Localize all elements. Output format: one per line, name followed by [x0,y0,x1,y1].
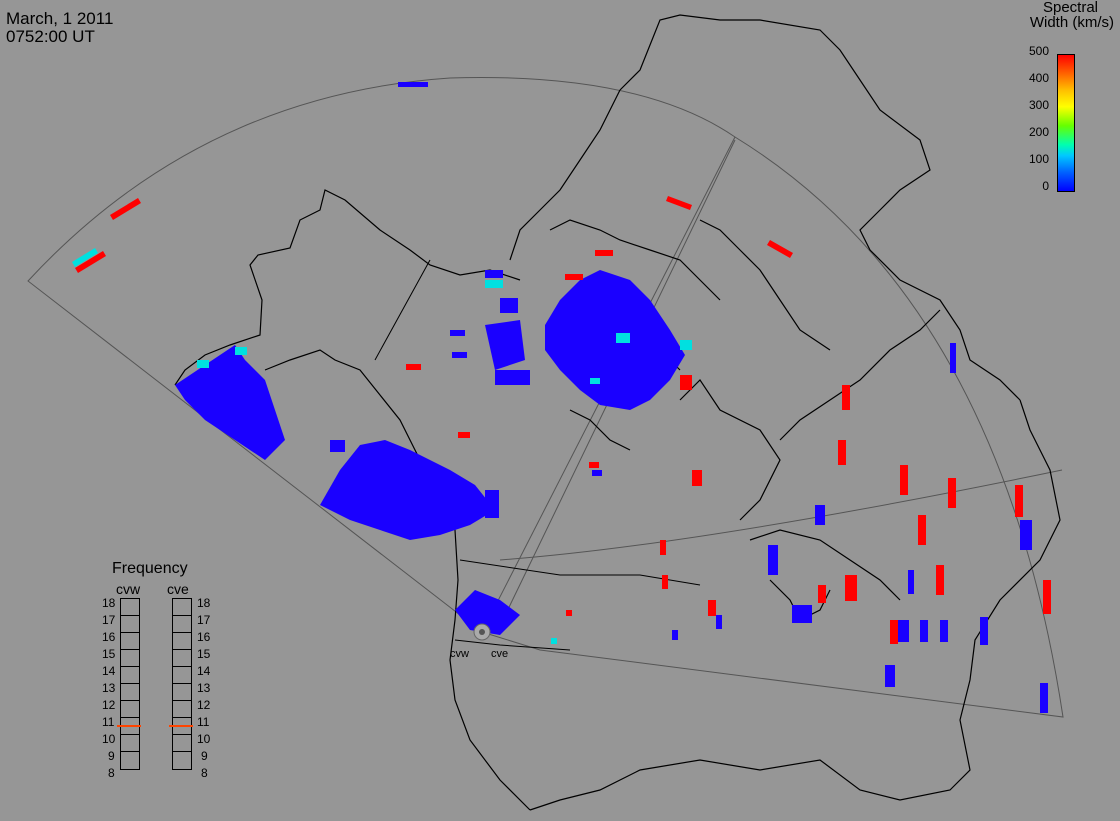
frequency-scale-label: 9 [108,749,115,763]
frequency-scale-label: 12 [102,698,116,712]
site-label-cve: cve [491,648,509,660]
frequency-scale-label: 11 [102,715,115,729]
frequency-scale-label: 10 [102,732,116,746]
frequency-scale-label: 16 [102,630,116,644]
frequency-scale-label: 8 [201,766,208,780]
frequency-scale-label: 14 [197,664,211,678]
colorbar-tick: 400 [1028,71,1049,85]
frequency-radar-label: cve [167,581,189,597]
colorbar-title-line2: Width (km/s) [1029,14,1114,31]
frequency-scale-label: 15 [197,647,211,661]
frequency-scale-label: 16 [197,630,211,644]
colorbar [1057,54,1075,192]
radar-sites [473,623,491,641]
frequency-radar-label: cvw [116,581,141,597]
frequency-column-cve [172,598,192,770]
frequency-marker-cvw [117,724,141,727]
frequency-scale-label: 12 [197,698,211,712]
colorbar-title-line1: Spectral [1042,0,1098,16]
frequency-scale-label: 13 [197,681,211,695]
frequency-scale-label: 8 [108,766,115,780]
colorbar-tick: 500 [1028,44,1049,58]
site-label-cvw: cvw [450,648,469,660]
colorbar-tick: 300 [1028,98,1049,112]
frequency-marker-cve [169,724,193,727]
scatter-mid-width [72,248,692,644]
frequency-scale-label: 18 [102,596,116,610]
frequency-column-cvw [120,598,140,770]
frequency-scale-label: 13 [102,681,116,695]
colorbar-tick: 100 [1028,152,1049,166]
time-label: 0752:00 UT [6,27,95,46]
borders [374,259,701,651]
frequency-scale-label: 10 [197,732,211,746]
coastlines [174,14,1061,811]
frequency-scale-label: 14 [102,664,116,678]
frequency-scale-label: 17 [102,613,116,627]
date-label: March, 1 2011 [6,9,114,28]
frequency-scale-label: 15 [102,647,116,661]
scatter-low-width [175,82,1048,713]
frequency-scale-label: 18 [197,596,211,610]
colorbar-tick: 200 [1028,125,1049,139]
scatter-high-width [75,196,1051,644]
frequency-scale-label: 9 [201,749,208,763]
frequency-scale-label: 17 [197,613,211,627]
colorbar-tick: 0 [1042,179,1049,193]
frequency-scale-label: 11 [197,715,210,729]
frequency-title: Frequency [112,560,188,577]
